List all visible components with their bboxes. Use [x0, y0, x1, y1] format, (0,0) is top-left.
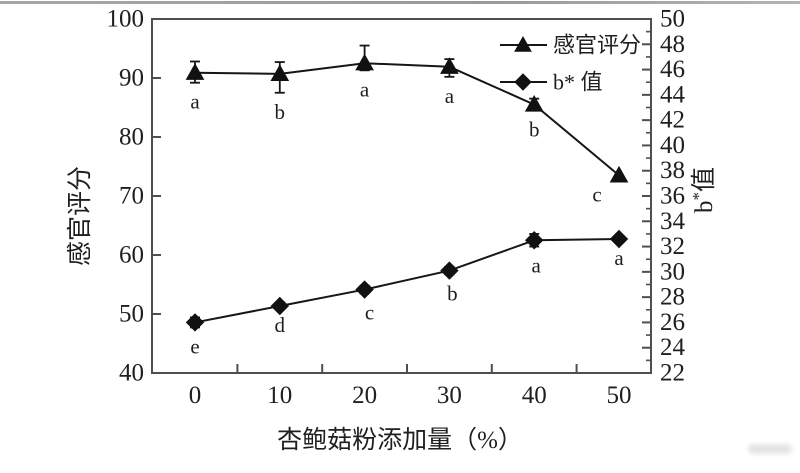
left-axis: 40 50 60 70 80 90 100: [107, 6, 161, 387]
left-axis-tick-label: 40: [119, 360, 144, 387]
right-axis-tick-label: 38: [660, 157, 685, 184]
legend-item: b* 值: [500, 70, 603, 95]
significance-letter: a: [190, 90, 200, 114]
significance-letter: d: [275, 313, 286, 337]
left-axis-tick-label: 80: [119, 124, 144, 151]
right-axis-tick-label: 40: [660, 132, 685, 159]
left-axis-tick-label: 90: [119, 65, 144, 92]
triangle-marker: [440, 57, 459, 74]
scan-artifact-smudge: [748, 444, 792, 454]
right-axis-tick-label: 36: [660, 183, 685, 210]
significance-letter: b: [275, 100, 286, 124]
triangle-marker: [524, 95, 544, 112]
right-axis-tick-label: 32: [660, 233, 685, 260]
diamond-marker: [270, 296, 290, 316]
x-axis-tick-label: 40: [522, 382, 547, 409]
series-line: [194, 62, 620, 177]
x-axis-tick-label: 20: [352, 382, 377, 409]
triangle-marker: [514, 35, 532, 52]
right-axis-title: b*值: [689, 167, 718, 213]
significance-letter: e: [190, 334, 199, 358]
right-axis-tick-label: 30: [660, 258, 685, 285]
significance-letter: a: [445, 84, 455, 108]
right-axis-tick-label: 42: [660, 107, 685, 134]
x-axis-tick-label: 50: [607, 382, 632, 409]
significance-letter: c: [592, 182, 601, 206]
left-axis-tick-label: 50: [119, 301, 144, 328]
triangle-marker: [185, 63, 205, 80]
x-axis-tick-label: 10: [267, 382, 292, 409]
right-axis-tick-label: 24: [660, 334, 686, 361]
triangle-marker: [270, 64, 290, 81]
significance-letter: a: [532, 254, 542, 278]
significance-letter: c: [365, 300, 374, 324]
right-axis-tick-label: 50: [660, 6, 685, 33]
diamond-marker: [524, 231, 544, 250]
x-axis-tick-label: 0: [189, 382, 202, 409]
left-axis-tick-label: 70: [119, 183, 144, 210]
legend-label: 感官评分: [553, 33, 641, 58]
x-axis: 0 10 20 30 40 50: [189, 364, 632, 409]
legend-item: 感官评分: [500, 33, 641, 58]
triangle-marker: [355, 53, 374, 71]
x-axis-title: 杏鲍菇粉添加量（%）: [277, 426, 523, 454]
right-axis-tick-label: 44: [660, 81, 686, 108]
left-axis-tick-label: 100: [107, 6, 145, 33]
diamond-marker: [609, 229, 629, 249]
right-axis-tick-label: 48: [660, 31, 685, 58]
left-axis-title: 感官评分: [66, 166, 94, 266]
diamond-marker: [514, 73, 532, 91]
legend-label: b* 值: [553, 70, 603, 95]
series-line: [194, 237, 620, 324]
x-axis-tick-label: 30: [437, 382, 462, 409]
scan-artifact-top: [0, 1, 800, 4]
right-axis-tick-label: 26: [660, 309, 685, 336]
significance-letter: b: [447, 281, 458, 305]
right-axis-tick-label: 28: [660, 284, 685, 311]
significance-letter: a: [360, 77, 370, 101]
legend: 感官评分 b* 值: [500, 33, 641, 95]
right-axis-tick-label: 46: [660, 56, 685, 83]
diamond-marker: [355, 280, 374, 299]
diamond-marker: [185, 313, 205, 332]
series-sensory-score: a b a a b c: [185, 44, 629, 206]
left-axis-tick-label: 60: [119, 242, 144, 269]
diamond-marker: [440, 261, 459, 280]
significance-letter: b: [529, 117, 540, 141]
right-axis-tick-label: 22: [660, 360, 685, 387]
significance-letter: a: [614, 246, 624, 270]
triangle-marker: [609, 165, 629, 183]
right-axis-tick-label: 34: [660, 208, 686, 235]
series-b-star: e d c b a a: [185, 229, 629, 358]
